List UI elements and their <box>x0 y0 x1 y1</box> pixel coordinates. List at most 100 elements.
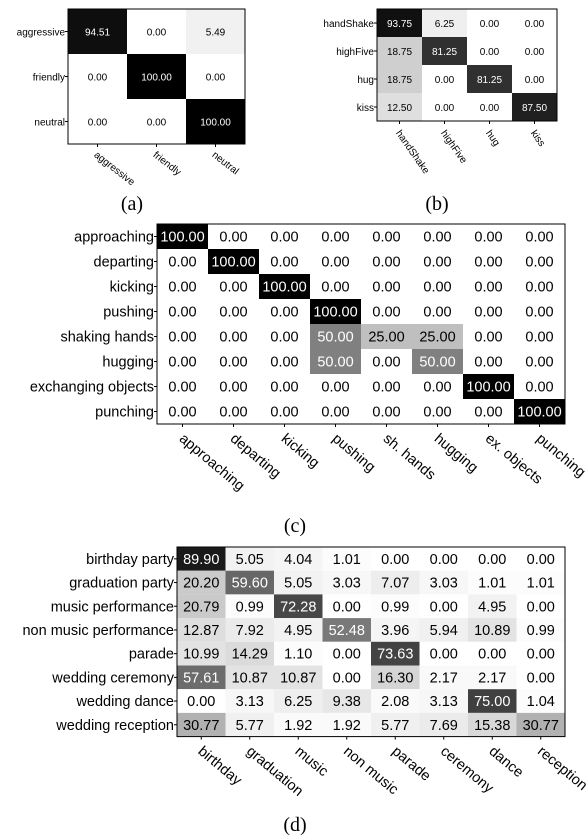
cell-value-label: 0.00 <box>372 380 400 396</box>
heatmap-frame <box>376 8 558 122</box>
heatmap-cell <box>467 93 512 121</box>
heatmap-cell <box>512 37 557 65</box>
heatmap-cell <box>157 299 208 324</box>
column-label: hugging <box>431 431 481 476</box>
heatmap-cell <box>208 224 259 249</box>
cell-value-label: 3.96 <box>381 623 409 639</box>
heatmap-cell <box>412 349 463 374</box>
heatmap-cell <box>177 547 226 571</box>
heatmap-cell <box>467 37 512 65</box>
heatmap-cell <box>322 618 371 642</box>
cell-value-label: 0.00 <box>270 405 298 421</box>
cell-value-label: 0.00 <box>527 599 555 615</box>
cell-value-label: 4.04 <box>284 552 312 568</box>
heatmap-cell <box>157 399 208 424</box>
cell-value-label: 0.00 <box>525 280 553 296</box>
heatmap-cell <box>514 224 565 249</box>
heatmap-cell <box>225 570 274 595</box>
cell-value-label: 3.03 <box>430 576 458 592</box>
cell-value-label: 10.99 <box>183 647 219 663</box>
cell-value-label: 0.00 <box>187 694 215 710</box>
row-label: non music performance <box>22 623 174 639</box>
heatmap-cell <box>422 93 467 121</box>
heatmap-cell <box>259 299 310 324</box>
cell-value-label: 0.00 <box>435 75 455 86</box>
cell-value-label: 0.00 <box>270 330 298 346</box>
row-label: birthday party <box>86 552 175 568</box>
heatmap-cell <box>371 665 420 690</box>
heatmap-cell <box>310 274 361 299</box>
heatmap-cell <box>422 37 467 65</box>
heatmap-cell <box>157 324 208 349</box>
heatmap-cell <box>512 93 557 121</box>
heatmap-cell <box>468 547 517 571</box>
heatmap-cell <box>177 641 226 666</box>
cell-value-label: 25.00 <box>419 330 455 346</box>
heatmap-cell <box>322 641 371 666</box>
cell-value-label: 94.51 <box>85 28 110 39</box>
heatmap-cell <box>371 618 420 642</box>
heatmap-cell <box>274 594 323 619</box>
heatmap-frame <box>156 223 566 425</box>
cell-value-label: 0.00 <box>168 330 196 346</box>
heatmap-cell <box>371 712 420 737</box>
cell-value-label: 4.95 <box>284 623 312 639</box>
cell-value-label: 0.00 <box>527 647 555 663</box>
cell-value-label: 0.00 <box>525 47 545 58</box>
column-label: friendly <box>151 150 183 179</box>
cell-value-label: 0.00 <box>423 255 451 271</box>
row-label: wedding dance <box>75 694 174 710</box>
column-label: music <box>292 743 331 780</box>
heatmap-cell <box>412 374 463 399</box>
row-label: wedding ceremony <box>51 670 174 686</box>
heatmap-cell <box>310 299 361 324</box>
cell-value-label: 0.00 <box>372 405 400 421</box>
cell-value-label: 0.00 <box>430 647 458 663</box>
column-label: handShake <box>393 128 431 176</box>
cell-value-label: 3.03 <box>333 576 361 592</box>
heatmap-cell <box>419 641 468 666</box>
heatmap-cell <box>412 224 463 249</box>
column-label: ceremony <box>437 743 497 797</box>
cell-value-label: 75.00 <box>474 694 510 710</box>
row-label: pushing <box>103 305 154 321</box>
cell-value-label: 0.00 <box>270 255 298 271</box>
heatmap-cell <box>177 570 226 595</box>
cell-value-label: 0.00 <box>480 47 500 58</box>
caption-b: (b) <box>425 193 448 215</box>
cell-value-label: 14.29 <box>232 647 268 663</box>
cell-value-label: 0.00 <box>270 230 298 246</box>
cell-value-label: 0.00 <box>525 305 553 321</box>
heatmap-cell <box>361 324 412 349</box>
heatmap-cell <box>463 299 514 324</box>
cell-value-label: 16.30 <box>377 670 413 686</box>
cell-value-label: 0.00 <box>372 255 400 271</box>
cell-value-label: 10.87 <box>280 670 316 686</box>
heatmap-cell <box>377 65 422 93</box>
cell-value-label: 100.00 <box>466 380 510 396</box>
heatmap-cell <box>371 641 420 666</box>
cell-value-label: 0.00 <box>147 28 167 39</box>
cell-value-label: 0.00 <box>219 230 247 246</box>
cell-value-label: 0.00 <box>321 405 349 421</box>
heatmap-cell <box>225 689 274 713</box>
cell-value-label: 50.00 <box>317 355 353 371</box>
cell-value-label: 59.60 <box>232 576 268 592</box>
heatmap-cell <box>177 712 226 737</box>
heatmap-cell <box>468 665 517 690</box>
cell-value-label: 0.00 <box>372 230 400 246</box>
heatmap-cell <box>322 547 371 571</box>
caption-a: (a) <box>121 193 143 215</box>
cell-value-label: 0.00 <box>423 405 451 421</box>
cell-value-label: 2.08 <box>381 694 409 710</box>
heatmap-cell <box>463 324 514 349</box>
cell-value-label: 100.00 <box>141 73 172 84</box>
heatmap-cell <box>361 299 412 324</box>
heatmap-cell <box>514 249 565 274</box>
heatmap-cell <box>361 349 412 374</box>
row-label: approaching <box>74 230 154 246</box>
cell-value-label: 0.00 <box>206 73 226 84</box>
heatmap-cell <box>68 54 127 99</box>
cell-value-label: 0.00 <box>321 255 349 271</box>
cell-value-label: 0.00 <box>219 405 247 421</box>
